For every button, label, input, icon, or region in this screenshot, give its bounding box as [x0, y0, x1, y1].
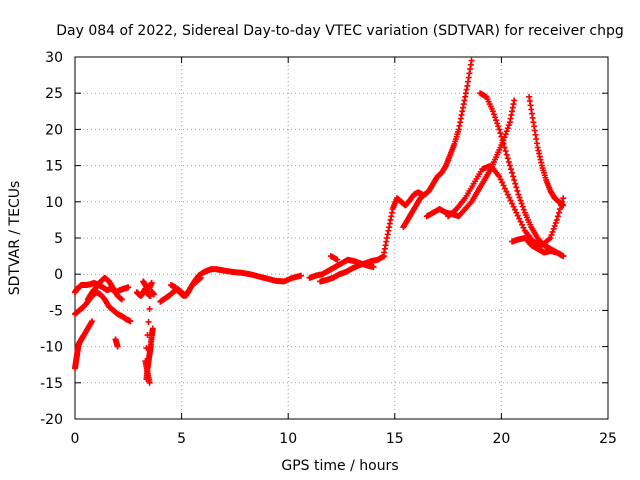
series-sat-d — [84, 274, 125, 303]
series-sat-t — [509, 235, 567, 260]
data-point — [526, 93, 567, 209]
y-tick-label: -10 — [40, 340, 63, 356]
data-point — [133, 285, 157, 299]
data-point — [72, 318, 96, 372]
data-point — [84, 274, 125, 303]
y-tick-label: -20 — [40, 412, 63, 428]
y-axis-label: SDTVAR / TECUs — [7, 181, 23, 296]
series-sat-c — [72, 289, 134, 325]
y-tick-label: -15 — [40, 376, 63, 392]
y-tick-label: 25 — [45, 86, 63, 102]
y-tick-label: 15 — [45, 159, 63, 175]
x-tick-label: 15 — [386, 431, 404, 447]
series-sat-b — [72, 318, 96, 372]
series-sat-j — [167, 274, 204, 299]
y-tick-label: 10 — [45, 195, 63, 211]
data-point — [143, 325, 156, 383]
data-point — [157, 266, 304, 305]
data-point — [327, 253, 341, 263]
x-tick-label: 25 — [599, 431, 617, 447]
series-sat-i — [157, 266, 304, 305]
x-tick-label: 5 — [177, 431, 186, 447]
y-tick-label: 0 — [54, 267, 63, 283]
series-sat-h — [133, 285, 157, 299]
y-tick-label: 5 — [54, 231, 63, 247]
data-point — [167, 274, 204, 299]
data-point — [400, 57, 475, 231]
grid-lines — [75, 57, 608, 419]
series-sat-l — [317, 253, 388, 285]
series-sat-o — [400, 57, 475, 231]
data-point — [509, 235, 567, 260]
data-points — [72, 57, 567, 386]
series-sat-g — [143, 325, 156, 383]
x-tick-label: 0 — [71, 431, 80, 447]
data-point — [112, 336, 121, 350]
y-tick-label: 20 — [45, 122, 63, 138]
series-sat-e — [112, 336, 121, 350]
x-tick-label: 10 — [279, 431, 297, 447]
x-axis-label: GPS time / hours — [281, 458, 398, 474]
axis-ticks: 0 5 10 15 20 25 -20 -15 -10 -5 0 5 10 15 20 25 30 — [40, 50, 617, 447]
data-point — [72, 289, 134, 325]
data-point — [445, 162, 567, 249]
y-tick-label: -5 — [49, 303, 63, 319]
x-tick-label: 20 — [492, 431, 510, 447]
data-point — [381, 189, 426, 256]
y-tick-label: 30 — [45, 50, 63, 66]
series-sat-m — [327, 253, 341, 263]
series-sat-r — [445, 162, 567, 249]
data-point — [423, 97, 518, 220]
series-sat-n — [381, 189, 426, 256]
chart-title: Day 084 of 2022, Sidereal Day-to-day VTE… — [56, 23, 624, 39]
data-point — [317, 253, 388, 285]
series-sat-p — [423, 97, 518, 220]
series-sat-s — [526, 93, 567, 209]
